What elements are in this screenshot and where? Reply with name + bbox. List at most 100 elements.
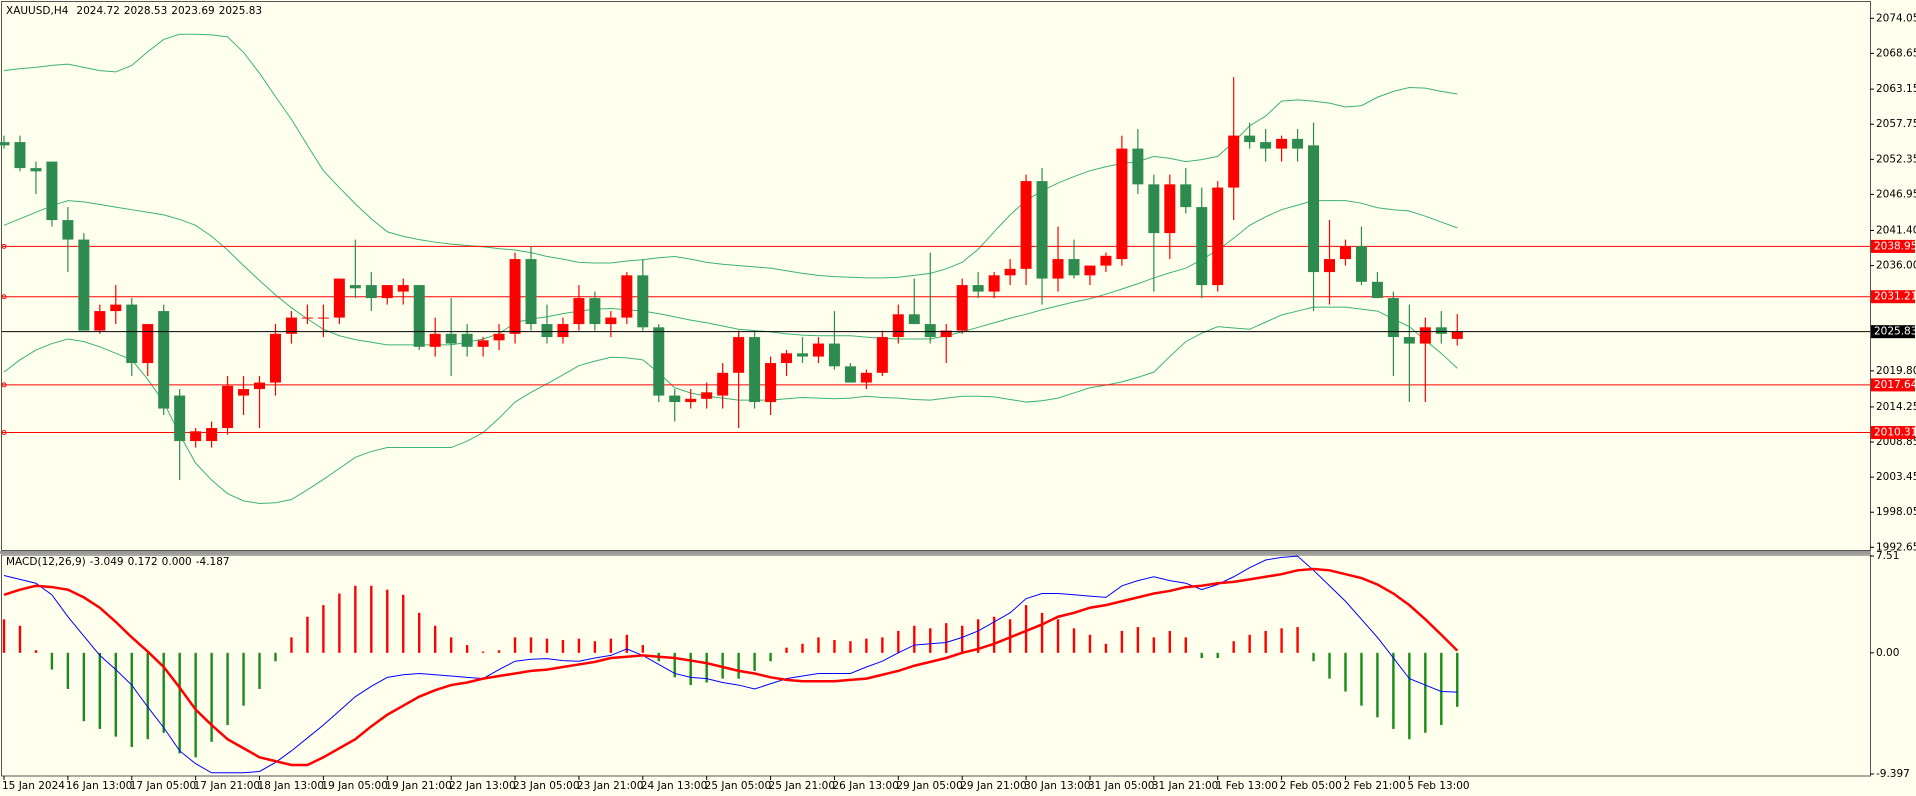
candle-body [317, 317, 329, 319]
candle-body [174, 395, 186, 442]
macd-bar [721, 652, 724, 679]
candle-body [1004, 268, 1016, 276]
candle-body [653, 327, 665, 396]
x-tick-label: 5 Feb 13:00 [1407, 780, 1469, 792]
macd-bar [1296, 627, 1299, 653]
macd-bar [1440, 652, 1443, 726]
candle-body [541, 324, 553, 338]
macd-bar [513, 637, 517, 653]
y-tick-label: 2019.80 [1876, 365, 1916, 377]
macd-bar [1248, 634, 1251, 653]
candle-body [222, 385, 234, 429]
y-tick-label: 7.51 [1876, 550, 1899, 562]
candle-body [812, 343, 824, 357]
macd-bar [1392, 652, 1395, 729]
x-tick-label: 15 Jan 2024 [2, 780, 65, 792]
macd-bar [1360, 652, 1363, 706]
candle-body [828, 343, 840, 367]
level-tag [1871, 378, 1915, 392]
macd-bar [865, 638, 868, 653]
candle-body [365, 285, 377, 299]
macd-bar [82, 652, 86, 722]
candle-body [301, 317, 313, 319]
macd-bar [178, 652, 181, 754]
candle-body [1324, 259, 1336, 273]
macd-bar [114, 652, 117, 737]
macd-pane [1, 554, 1871, 777]
candle-body [860, 372, 872, 383]
macd-bar [1424, 652, 1427, 733]
y-tick-label: 0.00 [1876, 647, 1899, 659]
macd-bar [625, 634, 629, 653]
header-close: 2025.83 [219, 5, 262, 17]
macd-bar [1280, 628, 1283, 653]
candle-body [924, 324, 936, 338]
macd-bar [210, 652, 213, 742]
candle-body [1116, 148, 1128, 260]
macd-bar [641, 645, 644, 653]
level-anchor [1, 430, 7, 436]
candle-body [1068, 259, 1080, 276]
candle-body [381, 285, 393, 299]
macd-bar [34, 650, 38, 653]
candle-body [269, 333, 281, 383]
candle-body [30, 168, 42, 172]
candle-body [461, 333, 473, 347]
candle-body [142, 324, 154, 364]
macd-bar [705, 652, 708, 683]
macd-bar [354, 585, 357, 653]
x-tick-label: 25 Jan 21:00 [769, 780, 835, 792]
macd-bar [1072, 628, 1076, 653]
candle-body [254, 382, 266, 390]
x-tick-label: 29 Jan 21:00 [960, 780, 1026, 792]
price-tag-label: 2025.83 [1874, 326, 1916, 338]
macd-bar [481, 651, 485, 653]
y-tick-label: 2063.15 [1876, 83, 1916, 95]
macd-main-value: -3.049 [90, 556, 124, 568]
macd-bar [1376, 652, 1379, 718]
y-tick-label: 2057.75 [1876, 118, 1916, 130]
candle-body [110, 304, 122, 312]
candle-body [637, 275, 649, 328]
macd-bar [577, 638, 581, 653]
candle-body [46, 161, 58, 221]
macd-signal-value: 0.172 [128, 556, 158, 568]
candle-body [605, 317, 617, 325]
candle-body [126, 304, 138, 364]
x-tick-label: 19 Jan 21:00 [385, 780, 451, 792]
macd-bar [242, 652, 245, 706]
plot-layer: 2074.05 2068.65 2063.15 2057.75 2052.35 2046.… [0, 12, 1916, 792]
level-tag [1871, 290, 1915, 304]
x-tick-label: 29 Jan 05:00 [896, 780, 962, 792]
candle-body [1339, 246, 1351, 260]
x-tick-label: 31 Jan 21:00 [1152, 780, 1218, 792]
macd-bar [1024, 605, 1028, 653]
candle-body [844, 366, 856, 383]
macd-bar [258, 652, 261, 689]
candle-body [685, 398, 697, 403]
candle-body [1084, 265, 1096, 276]
macd-bar [849, 641, 852, 653]
candle-body [525, 259, 537, 325]
x-tick-label: 1 Feb 13:00 [1216, 780, 1278, 792]
y-tick-label: 1998.05 [1876, 506, 1916, 518]
chart-header: XAUUSD,H4 2024.72 2028.53 2023.69 2025.83 [6, 5, 262, 17]
macd-bar [402, 594, 405, 653]
macd-header: MACD(12,26,9) -3.049 0.172 0.000 -4.187 [6, 556, 230, 568]
candle-body [238, 389, 250, 396]
macd-bar [449, 637, 453, 653]
candle-body [14, 142, 26, 169]
level-tag-label: 2031.21 [1874, 291, 1916, 303]
candle-body [285, 317, 297, 334]
macd-bar [1344, 652, 1347, 692]
candle-body [733, 337, 745, 373]
y-tick-label: 2003.45 [1876, 471, 1916, 483]
candle-body [701, 392, 713, 399]
candle-body [1148, 184, 1160, 234]
macd-bar [338, 593, 341, 653]
candle-body [749, 337, 761, 403]
candle-body [908, 314, 920, 325]
y-tick-label: 2068.65 [1876, 47, 1916, 59]
macd-bar [881, 637, 884, 653]
